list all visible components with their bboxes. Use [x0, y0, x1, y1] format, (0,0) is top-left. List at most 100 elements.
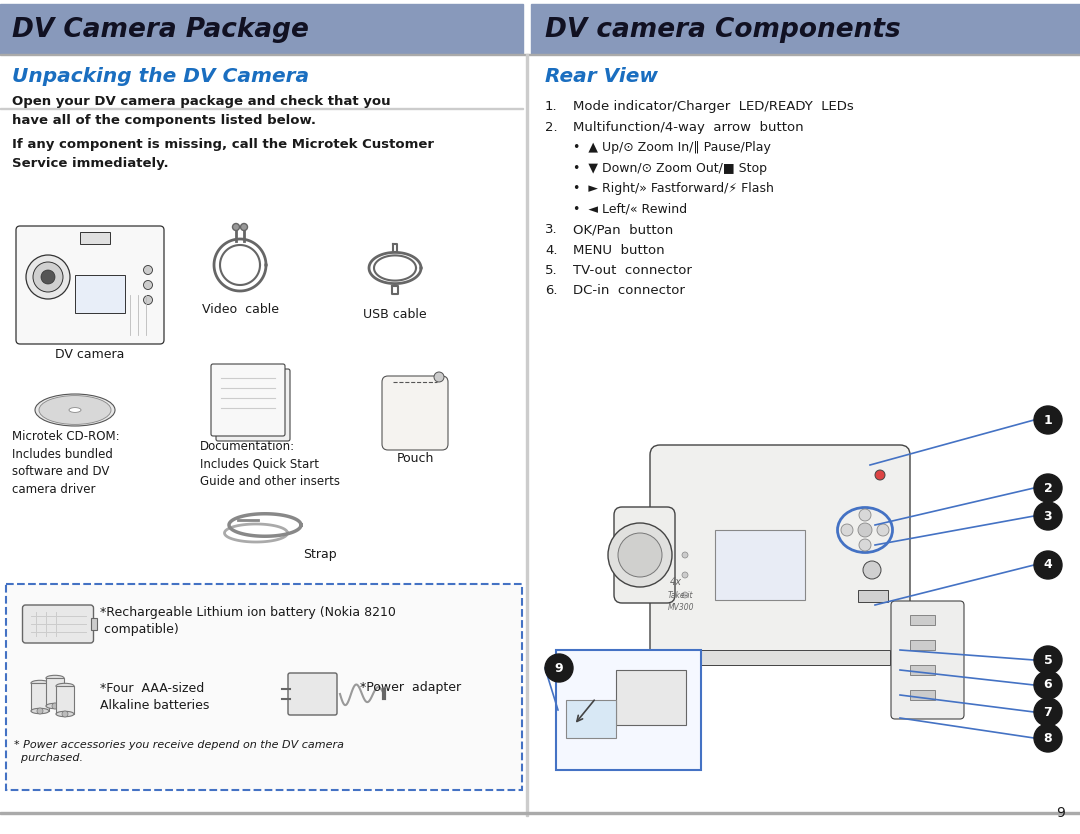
Bar [0, 4, 523, 54]
Bar [75, 275, 125, 313]
Circle shape [1034, 698, 1062, 726]
Circle shape [681, 592, 688, 598]
Circle shape [1034, 551, 1062, 579]
Circle shape [877, 524, 889, 536]
Text: 5: 5 [1043, 654, 1052, 666]
Bar [910, 640, 935, 650]
Bar [80, 232, 110, 244]
Text: OK/Pan  button: OK/Pan button [573, 223, 673, 236]
Circle shape [1034, 502, 1062, 530]
Circle shape [858, 523, 872, 537]
Text: •  ► Right/» Fastforward/⚡ Flash: • ► Right/» Fastforward/⚡ Flash [573, 182, 774, 195]
Circle shape [1034, 474, 1062, 502]
Ellipse shape [31, 708, 49, 714]
FancyBboxPatch shape [288, 673, 337, 715]
FancyBboxPatch shape [891, 601, 964, 719]
Text: 6.: 6. [545, 284, 557, 298]
FancyBboxPatch shape [650, 445, 910, 665]
Bar [616, 670, 686, 725]
Ellipse shape [39, 395, 111, 425]
Text: DV Camera Package: DV Camera Package [12, 17, 309, 43]
Circle shape [841, 524, 853, 536]
Bar [531, 4, 1080, 54]
Bar [910, 665, 935, 675]
Text: TV-out  connector: TV-out connector [573, 264, 692, 277]
Bar [0, 812, 1080, 813]
Text: 4x: 4x [670, 577, 681, 587]
Circle shape [41, 270, 55, 284]
Circle shape [62, 711, 68, 717]
Text: DC-in  connector: DC-in connector [573, 284, 685, 298]
Text: 2: 2 [1043, 481, 1052, 495]
Ellipse shape [69, 408, 81, 412]
Text: 6: 6 [1043, 679, 1052, 691]
Text: Unpacking the DV Camera: Unpacking the DV Camera [12, 67, 309, 86]
Circle shape [144, 295, 152, 304]
Text: Microtek CD-ROM:
Includes bundled
software and DV
camera driver: Microtek CD-ROM: Includes bundled softwa… [12, 430, 120, 495]
Text: Take-it
MV300: Take-it MV300 [669, 591, 694, 612]
Circle shape [144, 280, 152, 289]
Circle shape [144, 265, 152, 274]
Circle shape [1034, 406, 1062, 434]
Circle shape [859, 539, 870, 551]
Text: If any component is missing, call the Microtek Customer
Service immediately.: If any component is missing, call the Mi… [12, 138, 434, 170]
Bar [0, 54, 1080, 55]
Bar [715, 530, 805, 600]
Text: 2.: 2. [545, 120, 557, 133]
Text: 7: 7 [1043, 706, 1052, 719]
Text: * Power accessories you receive depend on the DV camera
  purchased.: * Power accessories you receive depend o… [14, 740, 345, 763]
Circle shape [52, 703, 58, 709]
Circle shape [863, 561, 881, 579]
Bar [91, 618, 96, 630]
FancyBboxPatch shape [211, 364, 285, 436]
Text: 9: 9 [1056, 806, 1065, 820]
Text: 4.: 4. [545, 244, 557, 257]
Circle shape [618, 533, 662, 577]
Circle shape [232, 224, 240, 230]
Bar [858, 590, 888, 602]
Circle shape [241, 224, 247, 230]
Bar [31, 683, 49, 711]
Circle shape [1034, 724, 1062, 752]
Text: Multifunction/4-way  arrow  button: Multifunction/4-way arrow button [573, 120, 804, 133]
Circle shape [1034, 646, 1062, 674]
Text: Strap: Strap [303, 548, 337, 561]
FancyBboxPatch shape [216, 369, 291, 441]
Ellipse shape [46, 703, 64, 709]
Circle shape [681, 572, 688, 578]
Circle shape [859, 509, 870, 521]
Bar [910, 690, 935, 700]
Ellipse shape [56, 711, 75, 716]
Ellipse shape [35, 394, 114, 426]
Text: •  ◄ Left/« Rewind: • ◄ Left/« Rewind [573, 203, 687, 215]
Text: *Four  AAA-sized
Alkaline batteries: *Four AAA-sized Alkaline batteries [100, 682, 210, 712]
Text: 3.: 3. [545, 223, 557, 236]
Bar [566, 700, 616, 738]
Text: 4: 4 [1043, 559, 1052, 571]
Text: DV camera: DV camera [55, 348, 124, 361]
Text: •  ▲ Up/⊙ Zoom In/‖ Pause/Play: • ▲ Up/⊙ Zoom In/‖ Pause/Play [573, 141, 771, 154]
Text: Video  cable: Video cable [202, 303, 279, 316]
Circle shape [1034, 671, 1062, 699]
Text: MENU  button: MENU button [573, 244, 664, 257]
Ellipse shape [31, 681, 49, 686]
Text: 1.: 1. [545, 100, 557, 113]
Text: 5.: 5. [545, 264, 557, 277]
Bar [670, 650, 890, 665]
Text: Documentation:
Includes Quick Start
Guide and other inserts: Documentation: Includes Quick Start Guid… [200, 440, 340, 488]
Circle shape [37, 708, 43, 714]
Text: *Power  adapter: *Power adapter [360, 681, 461, 694]
Bar [526, 54, 528, 816]
Circle shape [545, 654, 573, 682]
FancyBboxPatch shape [23, 605, 94, 643]
FancyBboxPatch shape [16, 226, 164, 344]
Ellipse shape [46, 676, 64, 681]
Circle shape [875, 470, 885, 480]
Text: Pouch: Pouch [396, 452, 434, 465]
Text: 3: 3 [1043, 510, 1052, 522]
Bar [46, 678, 64, 706]
Ellipse shape [56, 683, 75, 689]
Text: 8: 8 [1043, 731, 1052, 745]
Circle shape [33, 262, 63, 292]
Text: 9: 9 [555, 661, 564, 675]
